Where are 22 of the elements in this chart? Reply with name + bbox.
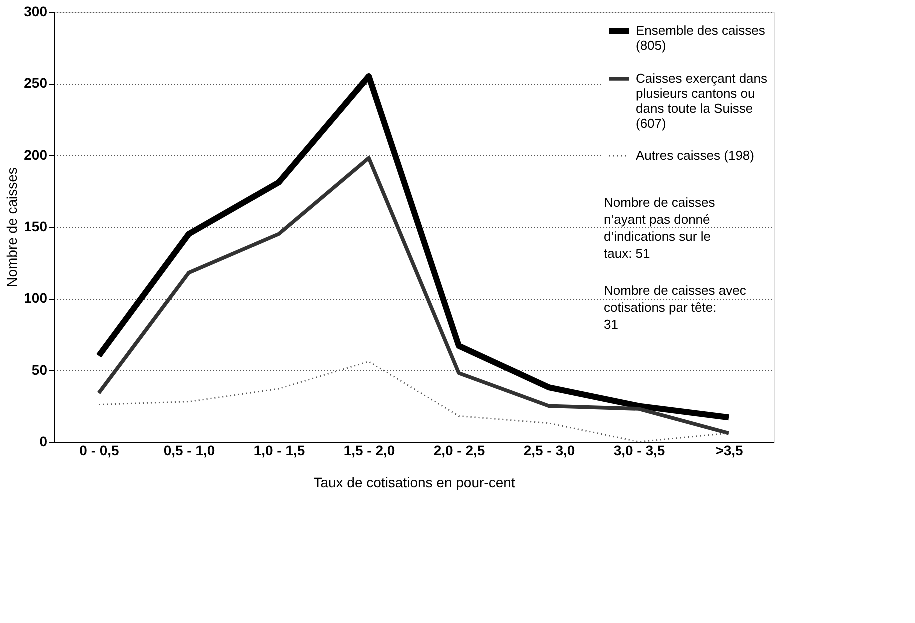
x-tick-label: 2,0 - 2,5 [434,442,486,458]
legend-label: Autres caisses (198) [636,148,754,163]
x-tick-label: >3,5 [716,442,744,458]
x-axis-title: Taux de cotisations en pour-cent [314,474,516,490]
y-tick-label: 300 [24,4,48,20]
annotation: Nombre de caisses avec cotisations par tête: 31 [604,283,747,332]
x-tick-label: 1,0 - 1,5 [254,442,306,458]
legend-label: Ensemble des caisses (805) [636,23,766,53]
x-tick-label: 0 - 0,5 [80,442,120,458]
y-axis-title: Nombre de caisses [4,168,20,288]
x-tick-label: 3,0 - 3,5 [614,442,666,458]
legend-label: Caisses exerçant dans plusieurs cantons ou dans toute la Suisse (607) [636,71,768,131]
x-tick-label: 1,5 - 2,0 [344,442,396,458]
annotation: Nombre de caisses n’ayant pas donné d’indications sur le taux: 51 [604,195,716,261]
y-tick-label: 50 [32,362,48,378]
x-tick-label: 2,5 - 3,0 [524,442,576,458]
y-tick-label: 100 [24,290,48,306]
y-tick-label: 250 [24,75,48,92]
y-tick-label: 150 [24,218,48,234]
y-tick-label: 200 [24,146,48,163]
x-tick-label: 0,5 - 1,0 [164,442,216,458]
y-tick-label: 0 [40,434,48,450]
